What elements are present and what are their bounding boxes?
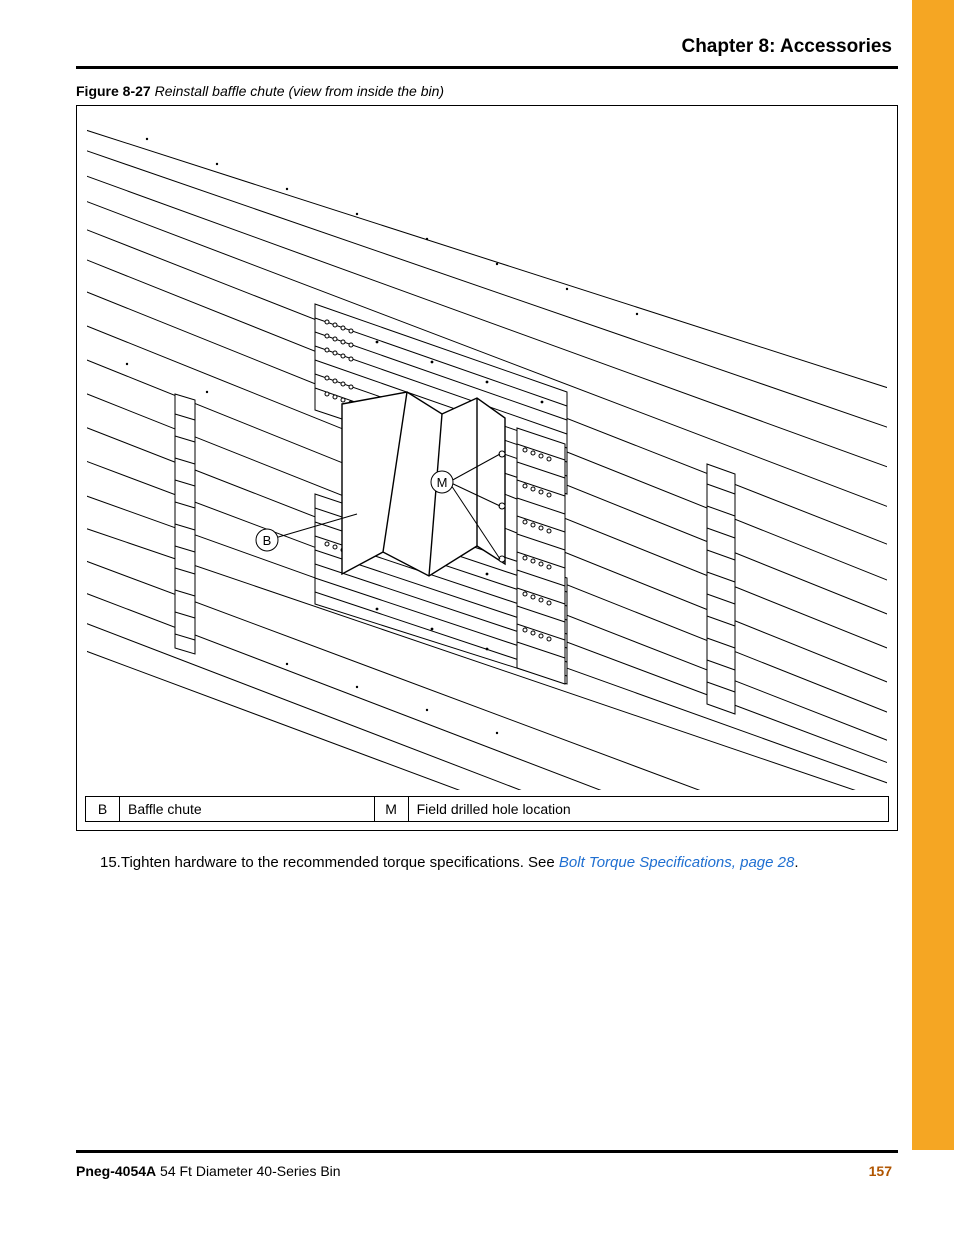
page-content: Chapter 8: Accessories Figure 8-27 Reins… [76,36,898,873]
technical-drawing: M B [85,114,889,790]
doc-id: Pneg-4054A [76,1163,156,1179]
doc-title: 54 Ft Diameter 40-Series Bin [156,1163,340,1179]
step-number: 15. [100,854,121,871]
figure-number: Figure 8-27 [76,83,151,99]
xref-link[interactable]: Bolt Torque Specifications, page 28 [559,854,794,871]
page-footer: Pneg-4054A 54 Ft Diameter 40-Series Bin … [76,1150,898,1179]
legend-key: B [86,797,120,822]
chapter-header: Chapter 8: Accessories [76,36,898,69]
figure-legend: B Baffle chute M Field drilled hole loca… [85,796,889,822]
figure-title: Reinstall baffle chute (view from inside… [155,83,444,99]
legend-key: M [374,797,408,822]
figure-box: M B B Baffle chute M Field drilled hole … [76,105,898,831]
svg-text:M: M [437,475,448,490]
page-number: 157 [869,1163,898,1179]
step-15: 15.Tighten hardware to the recommended t… [76,853,898,873]
footer-left: Pneg-4054A 54 Ft Diameter 40-Series Bin [76,1163,341,1179]
figure-caption: Figure 8-27 Reinstall baffle chute (view… [76,83,898,99]
side-accent-bar [912,0,954,1150]
step-text: Tighten hardware to the recommended torq… [121,854,559,871]
legend-row: B Baffle chute M Field drilled hole loca… [86,797,889,822]
svg-text:B: B [263,533,272,548]
legend-label: Baffle chute [120,797,375,822]
legend-label: Field drilled hole location [408,797,888,822]
step-text-after: . [794,854,798,871]
